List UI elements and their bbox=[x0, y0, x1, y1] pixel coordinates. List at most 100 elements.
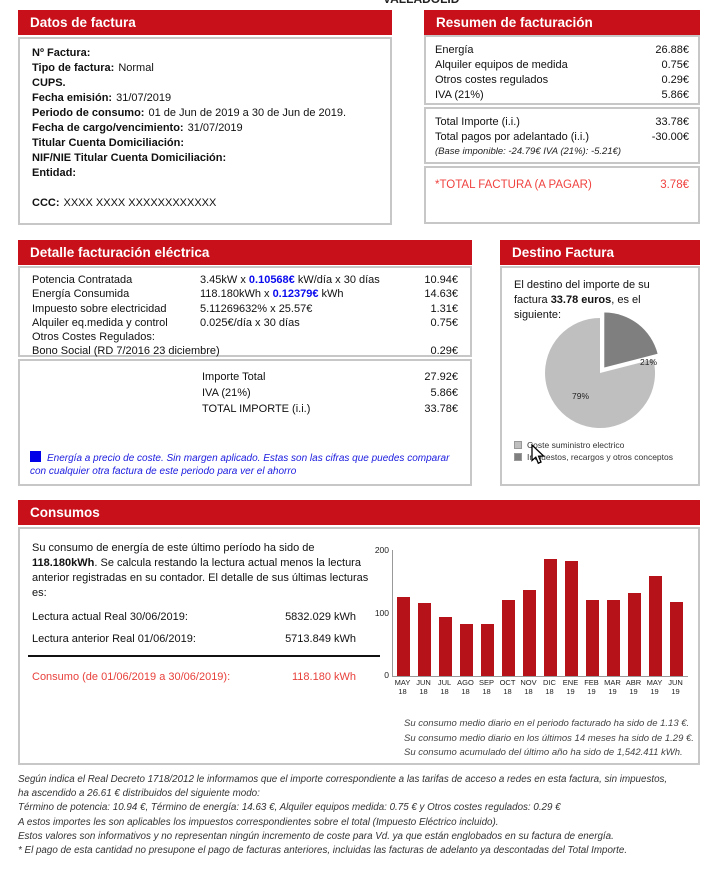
detail-concept: Otros Costes Regulados: bbox=[32, 331, 155, 344]
consumption-notes: Su consumo medio diario en el periodo fa… bbox=[404, 717, 704, 761]
consumos-section: Su consumo de energía de este último per… bbox=[18, 527, 700, 765]
x-label-JUN-19: JUN 19 bbox=[668, 678, 683, 696]
footer-line: * El pago de esta cantidad no presupone … bbox=[18, 845, 628, 857]
summary-value: 26.88€ bbox=[655, 44, 689, 56]
detail-amount bbox=[394, 330, 458, 344]
summary-value: 5.86€ bbox=[661, 89, 689, 101]
detail-row: Alquiler eq.medida y control 0.025€/día … bbox=[32, 316, 458, 330]
resumen-title: Resumen de facturación bbox=[424, 10, 700, 35]
x-label-JUN-18: JUN 18 bbox=[416, 678, 431, 696]
x-label-ENE-19: ENE 19 bbox=[562, 678, 579, 696]
footer-line: Término de potencia: 10.94 €, Término de… bbox=[18, 802, 561, 814]
bar-MAY-18 bbox=[397, 596, 410, 676]
bar-slot bbox=[498, 550, 519, 676]
pie-label-21: 21% bbox=[640, 357, 657, 367]
field-label: Entidad: bbox=[32, 167, 76, 179]
x-label-AGO-18: AGO 18 bbox=[457, 678, 474, 696]
bar-ABR-19 bbox=[628, 593, 641, 676]
field-label: Fecha de cargo/vencimiento: bbox=[32, 122, 184, 134]
summary-label: Total pagos por adelantado (i.i.) bbox=[435, 131, 590, 143]
summary-label: Otros costes regulados bbox=[435, 74, 549, 86]
summary-row: Otros costes regulados 0.29€ bbox=[435, 73, 689, 88]
destino-intro: El destino del importe de su factura 33.… bbox=[514, 278, 686, 323]
x-label-MAY-19: MAY 19 bbox=[646, 678, 663, 696]
bar-slot bbox=[456, 550, 477, 676]
lectura-label: Lectura actual Real 30/06/2019: bbox=[32, 611, 188, 623]
invoice-field-row: Tipo de factura: Normal bbox=[32, 61, 378, 76]
detail-concept: Energía Consumida bbox=[32, 288, 130, 301]
intro-pre: El destino del importe de su factura bbox=[514, 279, 650, 306]
bar-slot bbox=[414, 550, 435, 676]
energy-cost-note: Energía a precio de coste. Sin margen ap… bbox=[30, 451, 462, 478]
lectura-actual-row: Lectura actual Real 30/06/2019: 5832.029… bbox=[32, 611, 356, 623]
bar-slot bbox=[582, 550, 603, 676]
field-label: Fecha emisión: bbox=[32, 92, 113, 104]
invoice-field-row: Fecha emisión: 31/07/2019 bbox=[32, 91, 378, 106]
invoice-field-row: Titular Cuenta Domiciliación: bbox=[32, 136, 378, 151]
bar-slot bbox=[393, 550, 414, 676]
lectura-label: Lectura anterior Real 01/06/2019: bbox=[32, 633, 196, 645]
field-label: NIF/NIE Titular Cuenta Domiciliación: bbox=[32, 152, 227, 164]
pie-slice-1 bbox=[604, 312, 658, 368]
invoice-field-row: CUPS. bbox=[32, 76, 378, 91]
detail-formula bbox=[200, 330, 394, 344]
bar-MAR-19 bbox=[607, 599, 620, 676]
intro-amount: 33.78 euros bbox=[550, 294, 612, 306]
detail-row: Potencia Contratada 3.45kW x 0.10568€ kW… bbox=[32, 273, 458, 287]
detalle-rows: Potencia Contratada 3.45kW x 0.10568€ kW… bbox=[20, 268, 470, 359]
summary-value: 33.78€ bbox=[655, 116, 689, 128]
ccc-value: XXXX XXXX XXXXXXXXXXXX bbox=[63, 197, 217, 209]
formula-pre: 5.11269632% x 25.57€ bbox=[200, 302, 313, 315]
legend-label: Coste suministro electrico bbox=[527, 440, 625, 450]
detail-formula: 0.025€/día x 30 días bbox=[200, 316, 394, 330]
bar-slot bbox=[624, 550, 645, 676]
bar-slot bbox=[645, 550, 666, 676]
footer-line: Estos valores son informativos y no repr… bbox=[18, 830, 614, 842]
bar-MAY-19 bbox=[649, 576, 662, 676]
field-label: Tipo de factura: bbox=[32, 62, 115, 74]
x-label-MAY-18: MAY 18 bbox=[394, 678, 411, 696]
invoice-field-row: Entidad: bbox=[32, 166, 378, 181]
x-label-NOV-18: NOV 18 bbox=[520, 678, 537, 696]
y-tick-100: 100 bbox=[374, 607, 389, 618]
bar-JUN-18 bbox=[418, 602, 431, 676]
bar-slot bbox=[540, 550, 561, 676]
detail-amount: 10.94€ bbox=[424, 274, 458, 286]
blue-square-icon bbox=[30, 451, 41, 462]
summary-row: IVA (21%) 5.86€ bbox=[435, 88, 689, 103]
detalle-totals: Importe Total 27.92€ IVA (21%) 5.86€ TOT… bbox=[20, 361, 470, 417]
bar-slot bbox=[519, 550, 540, 676]
resumen-box-totales: Total Importe (i.i.) 33.78€ Total pagos … bbox=[424, 107, 700, 164]
total-label: Importe Total bbox=[202, 371, 266, 383]
detalle-rows-box: Potencia Contratada 3.45kW x 0.10568€ kW… bbox=[18, 266, 472, 357]
detail-amount: 0.75€ bbox=[430, 316, 458, 329]
consumos-intro: Su consumo de energía de este último per… bbox=[32, 541, 372, 601]
legend-item-impuestos: Impuestos, recargos y otros conceptos bbox=[514, 452, 673, 462]
formula-post: kWh bbox=[318, 288, 344, 301]
x-label-SEP-18: SEP 18 bbox=[478, 678, 494, 696]
consumo-label: Consumo (de 01/06/2019 a 30/06/2019): bbox=[32, 671, 231, 683]
x-label-MAR-19: MAR 19 bbox=[604, 678, 621, 696]
lectura-value: 5832.029 kWh bbox=[285, 611, 356, 623]
total-value: 5.86€ bbox=[430, 387, 458, 399]
footer-line: ha ascendido a 26.61 € distribuidos del … bbox=[18, 788, 260, 800]
legal-footer: Según indica el Real Decreto 1718/2012 l… bbox=[18, 773, 704, 858]
bar-DIC-18 bbox=[544, 558, 557, 676]
total-factura-label: *TOTAL FACTURA (A PAGAR) bbox=[435, 179, 592, 191]
field-value: 31/07/2019 bbox=[187, 122, 243, 134]
summary-row: Alquiler equipos de medida 0.75€ bbox=[435, 58, 689, 73]
y-tick-0: 0 bbox=[384, 670, 389, 680]
bar-AGO-18 bbox=[460, 623, 473, 676]
bar-slot bbox=[666, 550, 687, 676]
summary-label: Total Importe (i.i.) bbox=[435, 116, 520, 128]
pie-slice-0 bbox=[545, 318, 656, 428]
field-label: Nº Factura: bbox=[32, 47, 91, 59]
datos-factura-section: Nº Factura: Tipo de factura: Normal CUPS.… bbox=[18, 37, 392, 225]
summary-row: Energía 26.88€ bbox=[435, 43, 689, 58]
detail-formula: 118.180kWh x 0.12379€ kWh bbox=[200, 287, 394, 301]
x-label-FEB-19: FEB 19 bbox=[584, 678, 599, 696]
consumption-note-line: Su consumo medio diario en los últimos 1… bbox=[404, 732, 694, 744]
total-label: IVA (21%) bbox=[202, 387, 251, 399]
detail-concept: Alquiler eq.medida y control bbox=[32, 316, 168, 329]
spacer bbox=[32, 369, 202, 385]
